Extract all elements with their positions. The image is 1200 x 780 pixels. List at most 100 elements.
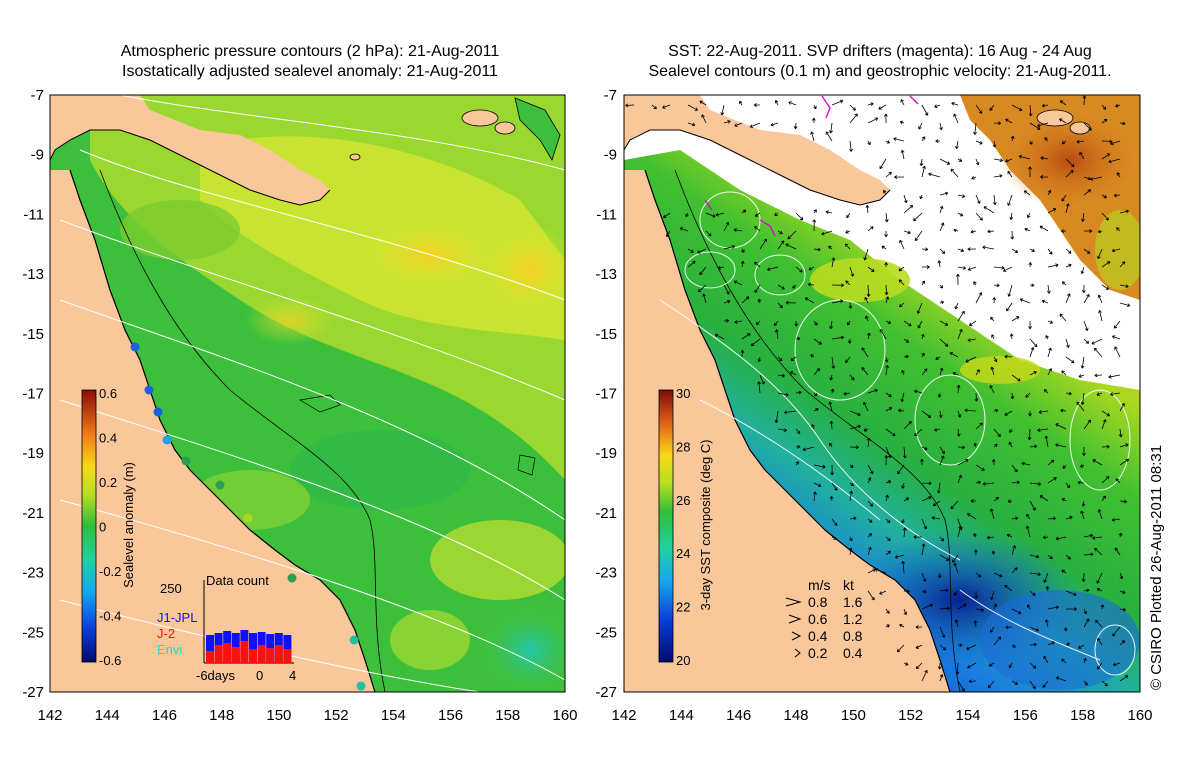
velocity-arrow (1061, 140, 1067, 145)
velocity-arrow (975, 158, 980, 166)
velocity-arrow (705, 212, 716, 218)
velocity-arrow (844, 243, 851, 250)
velocity-arrow (843, 391, 851, 396)
velocity-arrow (829, 374, 834, 381)
right-colorbar-label: 3-day SST composite (deg C) (698, 440, 713, 611)
velocity-arrow (1011, 516, 1019, 521)
left-map (50, 95, 565, 692)
velocity-arrow (937, 392, 942, 398)
velocity-arrow (991, 550, 996, 556)
velocity-arrow (1045, 619, 1049, 628)
velocity-arrow (937, 260, 942, 268)
right-lat-label: -25 (595, 624, 617, 641)
velocity-arrow (885, 364, 889, 376)
velocity-arrow (884, 212, 889, 223)
velocity-arrow (774, 212, 779, 217)
velocity-arrow (1006, 533, 1013, 538)
right-map-frame (623, 94, 1141, 693)
velocity-arrow (915, 662, 923, 670)
velocity-arrow (885, 171, 892, 178)
data-count-bar-j2 (214, 645, 223, 663)
velocity-arrow (939, 284, 944, 289)
velocity-arrow (861, 367, 869, 376)
velocity-arrow (831, 299, 844, 304)
velocity-arrow (813, 320, 818, 326)
velocity-arrow (1047, 208, 1057, 214)
velocity-arrow (915, 625, 923, 629)
velocity-arrow (1029, 554, 1040, 559)
velocity-arrow (957, 194, 966, 198)
velocity-arrow (828, 401, 833, 412)
velocity-arrow (939, 588, 949, 593)
velocity-arrow (849, 445, 859, 450)
colorbar-tick-label: 0.4 (99, 431, 117, 446)
left-colorbar-label: Sealevel anomaly (m) (121, 462, 136, 588)
velocity-arrow (759, 238, 767, 250)
velocity-arrow (1055, 443, 1067, 448)
data-count-x-zero: 0 (256, 668, 263, 683)
velocity-arrow (849, 104, 856, 111)
velocity-arrow (1083, 176, 1091, 181)
velocity-arrow (1115, 103, 1121, 108)
velocity-arrow (831, 356, 836, 369)
velocity-arrow (1028, 411, 1032, 417)
velocity-arrow (1108, 158, 1121, 164)
velocity-arrow (992, 140, 997, 148)
velocity-arrow (1077, 644, 1085, 649)
velocity-arrow (1100, 604, 1105, 610)
velocity-arrow (988, 662, 995, 667)
data-count-bar-j2 (223, 643, 232, 663)
velocity-arrow (829, 122, 833, 134)
velocity-arrow (992, 194, 997, 206)
velocity-arrow (1007, 170, 1013, 178)
velocity-arrow (811, 424, 815, 430)
velocity-arrow (885, 446, 892, 459)
velocity-arrow (1094, 373, 1103, 378)
left-lat-label: -19 (22, 445, 44, 462)
velocity-arrow (1110, 392, 1121, 396)
velocity-arrow (1083, 618, 1090, 628)
velocity-arrow (702, 293, 707, 304)
velocity-arrow (1043, 655, 1049, 664)
velocity-arrow (914, 230, 923, 242)
velocity-arrow (867, 464, 874, 475)
velocity-arrow (1061, 569, 1067, 574)
velocity-arrow (939, 606, 951, 611)
velocity-arrow (1061, 658, 1067, 664)
velocity-arrow (921, 543, 926, 556)
velocity-arrow (954, 302, 959, 310)
velocity-arrow (810, 354, 815, 358)
velocity-legend-kt: 1.2 (843, 611, 863, 627)
velocity-arrow (967, 247, 977, 252)
velocity-arrow (917, 320, 923, 329)
velocity-arrow (777, 356, 783, 362)
velocity-arrow (846, 212, 851, 219)
velocity-arrow (1090, 176, 1103, 181)
velocity-arrow (863, 401, 869, 412)
velocity-arrow (970, 499, 976, 503)
velocity-arrow (1111, 335, 1121, 340)
velocity-arrow (885, 392, 892, 398)
velocity-arrow (987, 229, 995, 234)
data-count-max: 250 (160, 581, 182, 596)
velocity-arrow (885, 608, 890, 614)
velocity-arrow (1028, 104, 1033, 117)
velocity-arrow (829, 420, 834, 430)
colorbar-tick-label: 20 (676, 653, 690, 668)
velocity-arrow (1083, 657, 1087, 664)
velocity-arrow (777, 392, 789, 397)
velocity-arrow (922, 265, 930, 269)
velocity-arrow (993, 428, 1001, 438)
velocity-arrow (1047, 320, 1053, 324)
velocity-arrow (867, 518, 873, 523)
velocity-arrow (1083, 320, 1089, 332)
velocity-arrow (957, 680, 965, 692)
velocity-arrow (1009, 212, 1014, 220)
right-lon-label: 160 (1127, 707, 1152, 724)
velocity-arrow (1119, 302, 1131, 307)
velocity-arrow (813, 482, 822, 487)
velocity-arrow (1062, 464, 1067, 469)
velocity-arrow (921, 572, 927, 582)
velocity-arrow (901, 560, 906, 574)
velocity-legend-ms: 0.8 (808, 594, 828, 610)
